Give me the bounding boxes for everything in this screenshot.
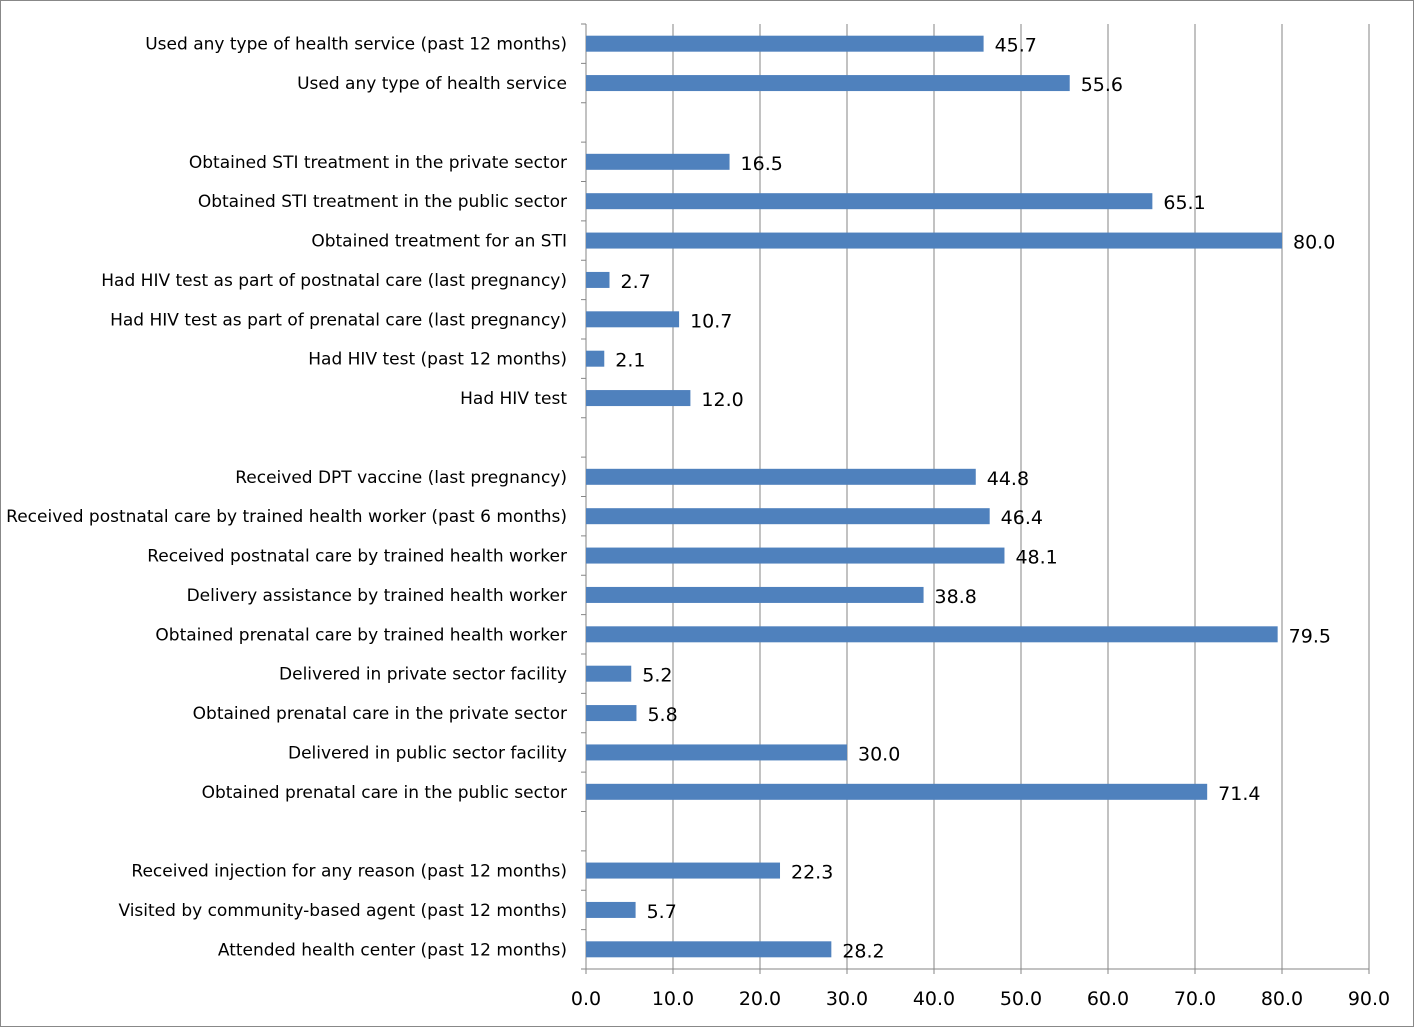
bar: [586, 547, 1005, 564]
x-tick-label: 30.0: [826, 988, 868, 1010]
category-label: Obtained prenatal care in the private se…: [193, 704, 567, 724]
x-tick-label: 80.0: [1261, 988, 1303, 1010]
data-label: 12.0: [701, 389, 743, 411]
data-label: 44.8: [987, 468, 1029, 490]
category-label: Had HIV test as part of postnatal care (…: [101, 271, 567, 291]
data-label: 2.7: [620, 271, 650, 293]
data-label: 55.6: [1081, 74, 1123, 96]
data-label: 5.2: [642, 665, 672, 687]
x-tick-label: 20.0: [739, 988, 781, 1010]
bar: [586, 705, 637, 722]
category-label: Delivery assistance by trained health wo…: [187, 586, 567, 606]
x-tick-label: 70.0: [1174, 988, 1216, 1010]
data-label: 5.7: [647, 901, 677, 923]
bar: [586, 350, 605, 367]
x-tick-label: 0.0: [571, 988, 601, 1010]
category-label: Had HIV test (past 12 months): [308, 350, 567, 370]
category-label: Had HIV test as part of prenatal care (l…: [110, 310, 567, 330]
bar: [586, 586, 924, 603]
bar: [586, 862, 781, 879]
data-label: 16.5: [741, 153, 783, 175]
data-label: 10.7: [690, 310, 732, 332]
bar: [586, 626, 1278, 643]
data-label: 38.8: [935, 586, 977, 608]
category-label: Attended health center (past 12 months): [218, 940, 567, 960]
category-label: Received postnatal care by trained healt…: [147, 547, 567, 567]
bar: [586, 193, 1153, 210]
bar: [586, 232, 1282, 249]
category-label: Had HIV test: [460, 389, 567, 409]
category-label: Delivered in private sector facility: [279, 665, 567, 685]
category-label: Obtained STI treatment in the public sec…: [198, 192, 567, 212]
data-label: 65.1: [1163, 192, 1205, 214]
bar: [586, 941, 832, 958]
x-tick-label: 10.0: [652, 988, 694, 1010]
bar: [586, 665, 632, 682]
data-label: 79.5: [1289, 625, 1331, 647]
x-tick-label: 40.0: [913, 988, 955, 1010]
bar: [586, 35, 984, 52]
data-label: 28.2: [842, 940, 884, 962]
bar: [586, 468, 976, 485]
bar: [586, 508, 990, 525]
category-label: Obtained prenatal care by trained health…: [155, 625, 567, 645]
x-tick-label: 50.0: [1000, 988, 1042, 1010]
x-tick-label: 60.0: [1087, 988, 1129, 1010]
bar: [586, 783, 1208, 800]
bar: [586, 75, 1070, 92]
data-label: 80.0: [1293, 232, 1335, 254]
category-label: Received postnatal care by trained healt…: [6, 507, 567, 527]
data-label: 48.1: [1015, 547, 1057, 569]
category-label: Used any type of health service (past 12…: [145, 35, 567, 55]
data-label: 2.1: [615, 350, 645, 372]
bar: [586, 153, 730, 170]
category-label: Received injection for any reason (past …: [131, 862, 567, 882]
category-label: Received DPT vaccine (last pregnancy): [235, 468, 567, 488]
bar: [586, 311, 680, 328]
data-label: 30.0: [858, 743, 900, 765]
data-label: 22.3: [791, 862, 833, 884]
category-label: Visited by community-based agent (past 1…: [118, 901, 567, 921]
bar: [586, 271, 610, 288]
category-label: Obtained STI treatment in the private se…: [189, 153, 567, 173]
category-label: Obtained prenatal care in the public sec…: [202, 783, 567, 803]
data-label: 5.8: [647, 704, 677, 726]
x-tick-label: 90.0: [1348, 988, 1390, 1010]
data-label: 45.7: [995, 35, 1037, 57]
category-label: Obtained treatment for an STI: [311, 232, 567, 252]
bar: [586, 390, 691, 407]
category-label: Delivered in public sector facility: [288, 743, 567, 763]
bar: [586, 744, 847, 761]
bar: [586, 901, 636, 918]
data-label: 46.4: [1001, 507, 1043, 529]
data-label: 71.4: [1218, 783, 1260, 805]
category-label: Used any type of health service: [297, 74, 567, 94]
